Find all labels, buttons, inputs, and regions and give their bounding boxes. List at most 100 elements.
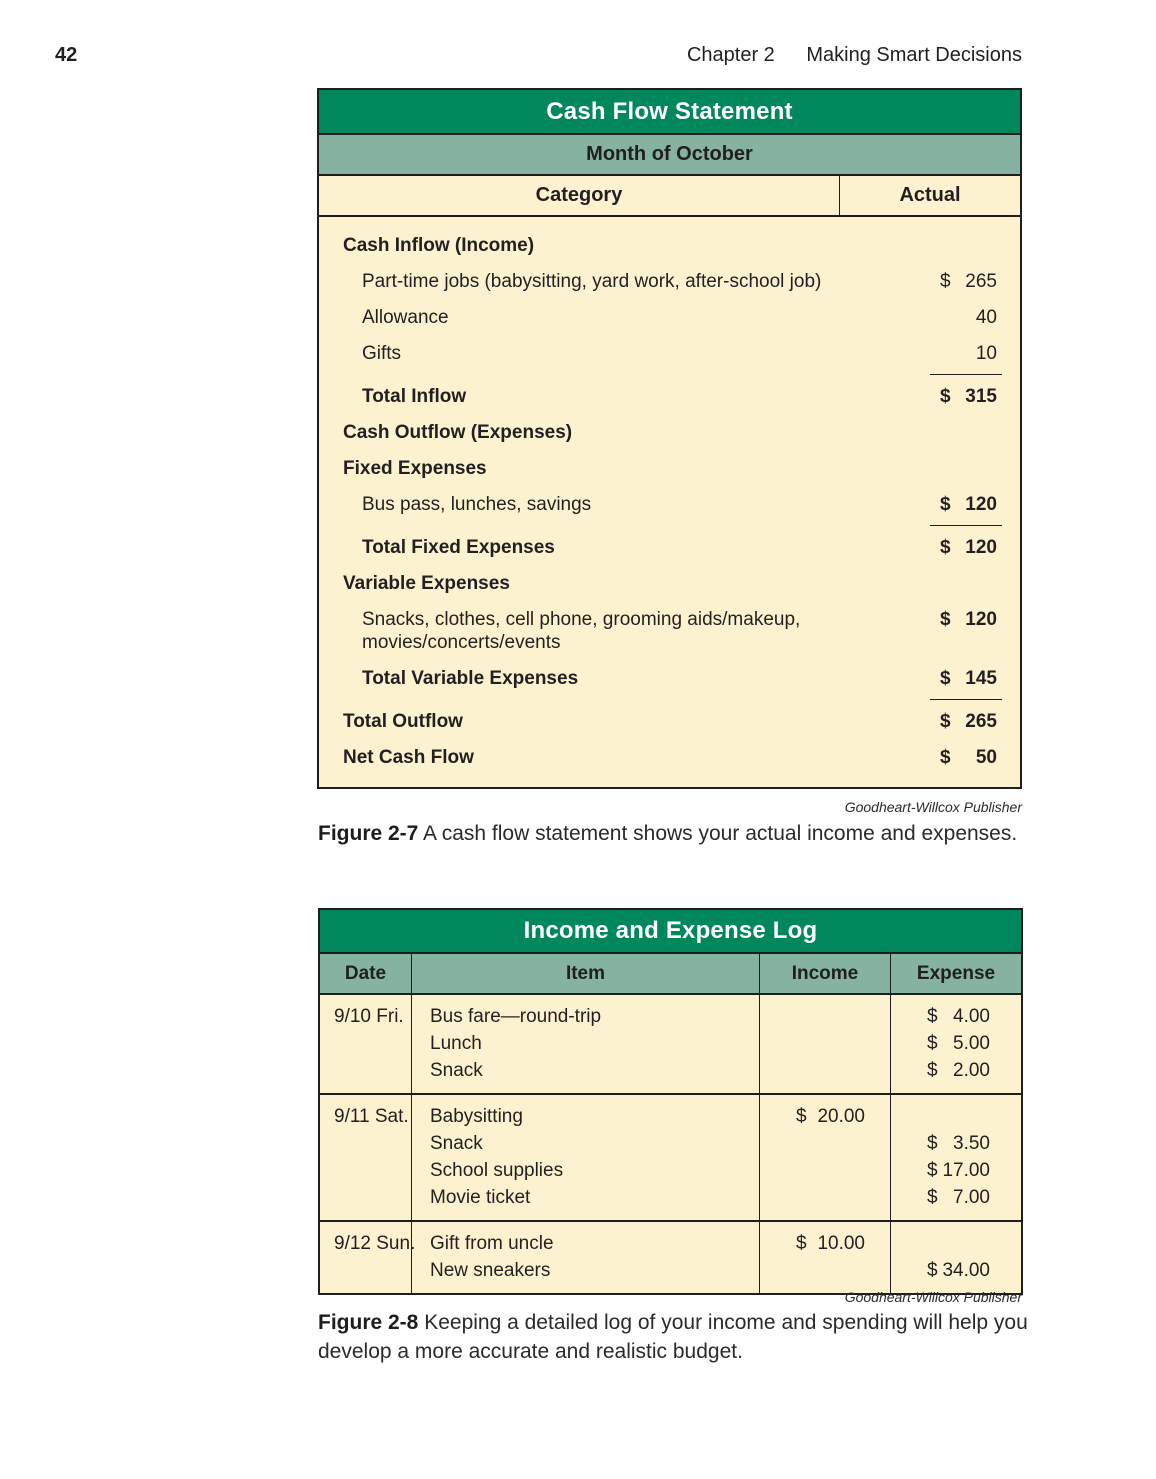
- row-amount: 10: [940, 342, 997, 365]
- log-amount: [760, 1157, 890, 1184]
- dollar-sign: $: [940, 385, 951, 407]
- figure-caption-label: Figure 2-7: [318, 822, 419, 845]
- column-header-expense: Expense: [916, 962, 996, 984]
- dollar-sign: $: [796, 1106, 807, 1127]
- row-label: Fixed Expenses: [343, 457, 487, 479]
- log-amount: $10.00: [760, 1230, 890, 1257]
- figure-caption-label: Figure 2-8: [318, 1311, 419, 1334]
- log-income-cell: $20.00: [760, 1095, 891, 1220]
- log-item: New sneakers: [430, 1260, 551, 1281]
- amount-value: 40: [975, 306, 997, 328]
- amount-value: 120: [965, 536, 997, 558]
- column-header-category: Category: [319, 176, 840, 215]
- log-amount: [891, 1230, 1021, 1257]
- cash-flow-row: Gifts 10: [319, 335, 1020, 371]
- chapter-label: Chapter 2: [686, 44, 775, 66]
- cash-flow-title: Cash Flow Statement: [319, 90, 1020, 135]
- row-label: Total Variable Expenses: [362, 667, 579, 689]
- figure-caption-text: A cash flow statement shows your actual …: [423, 822, 1018, 845]
- figure-caption-text: Keeping a detailed log of your income an…: [318, 1311, 1028, 1363]
- row-amount: $265: [940, 270, 997, 293]
- income-expense-table: Income and Expense Log Date Item Income …: [318, 908, 1023, 1295]
- log-date-cell: 9/10 Fri.: [320, 995, 412, 1093]
- column-header-date: Date: [320, 954, 412, 993]
- amount-value: 20.00: [817, 1106, 865, 1127]
- row-label: Total Outflow: [343, 710, 463, 732]
- row-amount: $315: [940, 385, 997, 408]
- row-label: Gifts: [362, 342, 402, 364]
- chapter-header: Chapter 2 Making Smart Decisions: [687, 44, 1022, 67]
- log-item: Movie ticket: [430, 1187, 531, 1208]
- total-rule: [930, 374, 1002, 375]
- log-item-cell: Bus fare—round-trip Lunch Snack: [412, 995, 760, 1093]
- log-item: Snack: [430, 1133, 483, 1154]
- log-item-cell: Babysitting Snack School supplies Movie tic…: [412, 1095, 760, 1220]
- amount-value: 2.00: [953, 1060, 990, 1081]
- log-amount: $34.00: [891, 1257, 1021, 1284]
- log-amount: [760, 1003, 890, 1030]
- figure-credit: Goodheart-Willcox Publisher: [844, 1289, 1022, 1305]
- row-label: Total Inflow: [362, 385, 467, 407]
- page-header: 42 Chapter 2 Making Smart Decisions: [55, 44, 1022, 67]
- log-amount: $5.00: [891, 1030, 1021, 1057]
- cash-flow-body: Cash Inflow (Income) Part-time jobs (baby…: [319, 217, 1020, 787]
- log-amount: $3.50: [891, 1130, 1021, 1157]
- log-item: Lunch: [430, 1033, 482, 1054]
- log-date: 9/10 Fri.: [334, 1006, 404, 1027]
- log-date-cell: 9/11 Sat.: [320, 1095, 412, 1220]
- amount-value: 17.00: [942, 1160, 990, 1181]
- amount-value: 3.50: [953, 1133, 990, 1154]
- log-amount: [760, 1184, 890, 1211]
- cash-flow-row: Cash Outflow (Expenses): [319, 414, 1020, 450]
- log-amount: [760, 1130, 890, 1157]
- row-amount: $145: [940, 667, 997, 690]
- amount-value: 50: [975, 746, 997, 768]
- cash-flow-row: Variable Expenses: [319, 565, 1020, 601]
- log-body: 9/10 Fri. Bus fare—round-trip Lunch Snack $4…: [320, 995, 1021, 1293]
- month-subtitle: Month of October: [319, 135, 1020, 176]
- row-label: Cash Outflow (Expenses): [343, 421, 573, 443]
- amount-value: 5.00: [953, 1033, 990, 1054]
- row-amount: $120: [940, 608, 997, 631]
- column-header-item: Item: [412, 954, 760, 993]
- cash-flow-row: Total Fixed Expenses $120: [319, 529, 1020, 565]
- figure-caption: Figure 2-7 A cash flow statement shows y…: [318, 819, 1030, 848]
- chapter-title: Making Smart Decisions: [806, 44, 1022, 66]
- dollar-sign: $: [940, 710, 951, 732]
- amount-value: 120: [965, 493, 997, 515]
- cash-flow-row: Total Variable Expenses $145: [319, 660, 1020, 696]
- log-expense-cell: $3.50 $17.00 $7.00: [891, 1095, 1021, 1220]
- log-amount: [760, 1030, 890, 1057]
- dollar-sign: $: [940, 493, 951, 515]
- amount-value: 7.00: [953, 1187, 990, 1208]
- row-amount: $120: [940, 536, 997, 559]
- log-amount: [760, 1257, 890, 1284]
- cash-flow-row: Bus pass, lunches, savings $120: [319, 486, 1020, 522]
- amount-value: 265: [965, 270, 997, 292]
- log-amount: $20.00: [760, 1103, 890, 1130]
- row-amount: 40: [940, 306, 997, 329]
- cash-flow-row: Part-time jobs (babysitting, yard work, …: [319, 263, 1020, 299]
- amount-value: 265: [965, 710, 997, 732]
- amount-value: 315: [965, 385, 997, 407]
- log-amount: $4.00: [891, 1003, 1021, 1030]
- dollar-sign: $: [940, 746, 951, 768]
- dollar-sign: $: [927, 1060, 938, 1081]
- dollar-sign: $: [940, 270, 951, 292]
- dollar-sign: $: [940, 608, 951, 630]
- cash-flow-row: Total Outflow $265: [319, 703, 1020, 739]
- log-income-cell: [760, 995, 891, 1093]
- amount-value: 34.00: [942, 1260, 990, 1281]
- amount-value: 4.00: [953, 1006, 990, 1027]
- amount-value: 145: [965, 667, 997, 689]
- amount-value: 10.00: [817, 1233, 865, 1254]
- log-column-headers: Date Item Income Expense: [320, 954, 1021, 995]
- log-item: Bus fare—round-trip: [430, 1006, 602, 1027]
- log-item-cell: Gift from uncle New sneakers: [412, 1222, 760, 1293]
- dollar-sign: $: [927, 1133, 938, 1154]
- cash-flow-row: Cash Inflow (Income): [319, 227, 1020, 263]
- row-label: Snacks, clothes, cell phone, grooming ai…: [362, 608, 801, 653]
- cash-flow-row: Total Inflow $315: [319, 378, 1020, 414]
- dollar-sign: $: [927, 1033, 938, 1054]
- log-row: 9/12 Sun. Gift from uncle New sneakers $10.…: [320, 1222, 1021, 1293]
